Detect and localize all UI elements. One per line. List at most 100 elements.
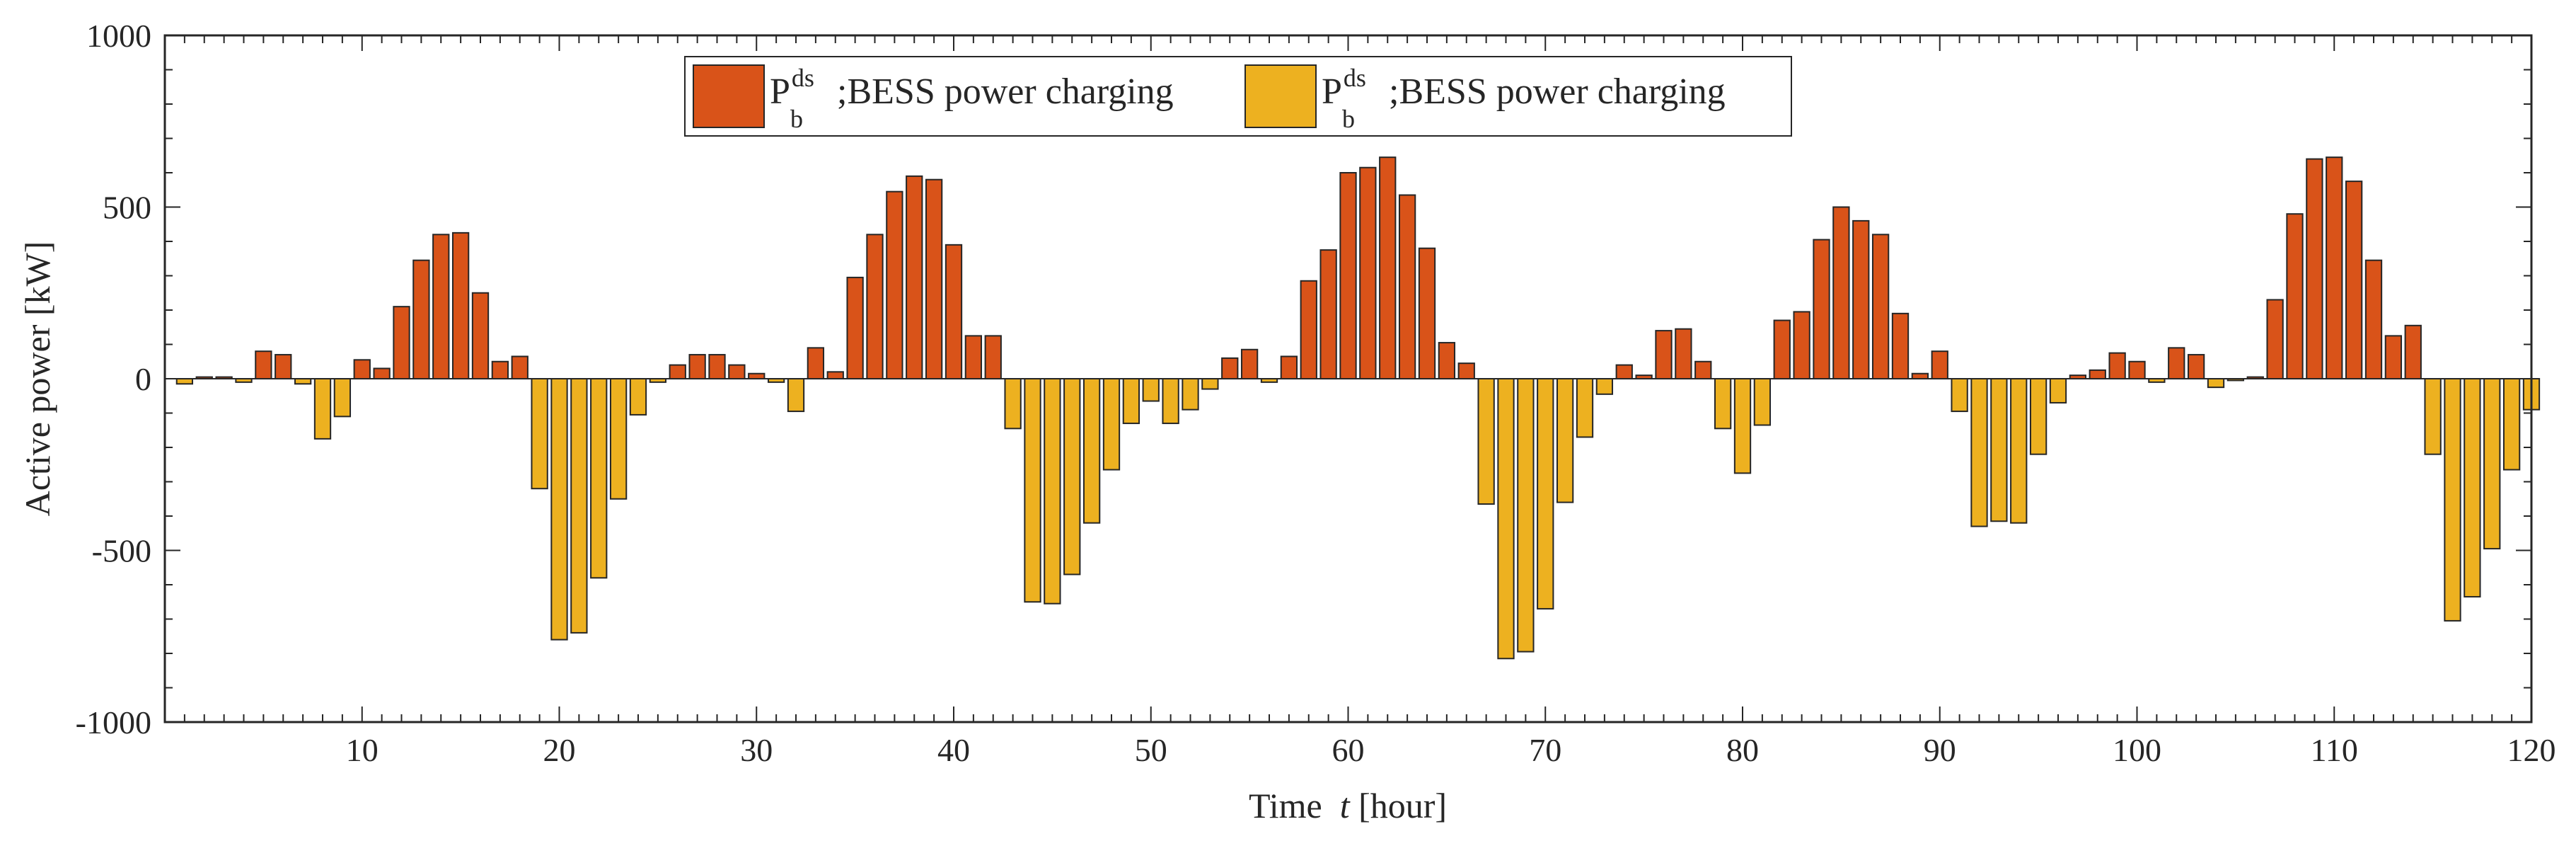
- x-tick-label: 90: [1924, 732, 1956, 768]
- bar-hour-110: [2326, 156, 2343, 379]
- bar-hour-23: [609, 378, 628, 500]
- bar-hour-17: [491, 360, 509, 379]
- bar-hour-14: [432, 234, 450, 379]
- bar-hour-109: [2306, 158, 2323, 379]
- bar-hour-50: [1142, 378, 1160, 402]
- bar-hour-9: [333, 378, 352, 418]
- bar-hour-85: [1832, 206, 1850, 379]
- x-tick-label: 60: [1332, 732, 1365, 768]
- bar-hour-108: [2286, 213, 2304, 380]
- x-axis-title: Time t [hour]: [1249, 786, 1447, 825]
- bar-hour-8: [313, 378, 332, 440]
- bar-hour-6: [275, 354, 292, 379]
- bar-hour-42: [984, 335, 1002, 380]
- x-tick-label: 20: [543, 732, 576, 768]
- bar-hour-73: [1595, 378, 1614, 395]
- bar-hour-83: [1793, 311, 1810, 379]
- bar-hour-71: [1556, 378, 1574, 503]
- x-axis-title-unit: [hour]: [1358, 786, 1447, 825]
- x-tick-label: 30: [740, 732, 773, 768]
- bar-hour-66: [1457, 362, 1475, 379]
- bar-hour-86: [1852, 219, 1870, 379]
- bar-hour-38: [906, 175, 923, 379]
- bar-hour-30: [748, 372, 766, 379]
- x-tick-label: 10: [346, 732, 379, 768]
- bar-hour-19: [531, 378, 548, 490]
- bar-hour-35: [846, 276, 864, 380]
- bar-hour-1: [175, 378, 194, 385]
- bar-hour-117: [2464, 378, 2481, 597]
- bar-hour-59: [1319, 249, 1337, 380]
- bar-hour-39: [925, 178, 943, 379]
- bar-hour-12: [393, 306, 410, 379]
- bar-hour-96: [2049, 378, 2067, 404]
- bar-hour-24: [629, 378, 647, 416]
- legend-label-negative: Pds b;BESS power charging: [1322, 64, 1726, 133]
- bar-hour-69: [1517, 378, 1535, 653]
- bar-hour-21: [570, 378, 588, 634]
- bar-hour-74: [1615, 364, 1633, 379]
- bar-hour-16: [471, 292, 490, 379]
- bar-hour-91: [1951, 378, 1968, 413]
- y-tick-label: 1000: [86, 18, 151, 54]
- bar-hour-94: [2010, 378, 2028, 524]
- bar-hour-115: [2424, 378, 2442, 455]
- bar-hour-112: [2364, 259, 2383, 379]
- bar-hour-87: [1871, 234, 1890, 379]
- legend-swatch-negative: [1244, 64, 1317, 128]
- y-tick-label: -1000: [76, 704, 151, 740]
- x-tick-label: 120: [2507, 732, 2556, 768]
- bar-hour-84: [1813, 239, 1830, 379]
- bar-hour-67: [1477, 378, 1495, 505]
- y-tick-label: 0: [135, 361, 151, 397]
- x-tick-label: 110: [2311, 732, 2358, 768]
- bar-hour-64: [1418, 247, 1436, 380]
- bar-hour-52: [1182, 378, 1199, 411]
- legend: Pds b;BESS power charging Pds b;BESS power…: [684, 56, 1792, 137]
- bar-hour-88: [1891, 312, 1910, 380]
- bar-hour-116: [2444, 378, 2461, 622]
- bar-hour-95: [2029, 378, 2047, 455]
- bar-hour-119: [2502, 378, 2521, 471]
- bar-hour-107: [2266, 299, 2284, 380]
- bar-hour-20: [550, 378, 568, 641]
- bar-hour-102: [2168, 347, 2185, 380]
- x-tick-label: 40: [937, 732, 970, 768]
- x-tick-labels: 10 20 30 40 50 60 70 80 90 100 110 120: [346, 732, 2556, 768]
- bar-hour-92: [1970, 378, 1988, 527]
- bar-hour-7: [294, 378, 312, 385]
- y-axis-title: Active power [kW]: [18, 241, 57, 517]
- bar-hour-37: [886, 190, 903, 379]
- bar-hour-33: [807, 347, 825, 380]
- bar-hour-80: [1733, 378, 1752, 474]
- bar-hour-26: [669, 364, 686, 379]
- bar-hour-27: [688, 354, 706, 379]
- bar-hour-72: [1576, 378, 1594, 438]
- axis-ticks: [165, 35, 2531, 722]
- bar-hour-45: [1044, 378, 1061, 605]
- bar-hour-62: [1379, 156, 1397, 379]
- x-tick-label: 50: [1135, 732, 1167, 768]
- bar-hour-103: [2187, 354, 2205, 379]
- bar-hour-5: [255, 350, 272, 380]
- bar-hour-77: [1675, 328, 1692, 379]
- legend-box: [684, 56, 1792, 137]
- bar-hour-34: [826, 371, 844, 379]
- bar-hour-89: [1911, 372, 1929, 379]
- y-tick-label: 500: [103, 190, 151, 226]
- bar-hour-54: [1221, 357, 1239, 379]
- bar-hour-28: [708, 354, 726, 379]
- bar-hour-40: [945, 244, 963, 379]
- bar-hour-70: [1537, 378, 1554, 610]
- bar-hour-61: [1359, 166, 1377, 379]
- bar-hour-51: [1162, 378, 1179, 425]
- bar-hour-60: [1339, 172, 1357, 379]
- bar-hour-104: [2207, 378, 2225, 389]
- bar-hour-100: [2128, 360, 2146, 379]
- bar-hour-98: [2089, 369, 2106, 380]
- bar-hour-46: [1063, 378, 1081, 576]
- bar-hour-41: [964, 335, 983, 380]
- bar-hour-55: [1240, 348, 1259, 379]
- legend-label-positive: Pds b;BESS power charging: [770, 64, 1174, 133]
- bar-hour-113: [2384, 335, 2403, 380]
